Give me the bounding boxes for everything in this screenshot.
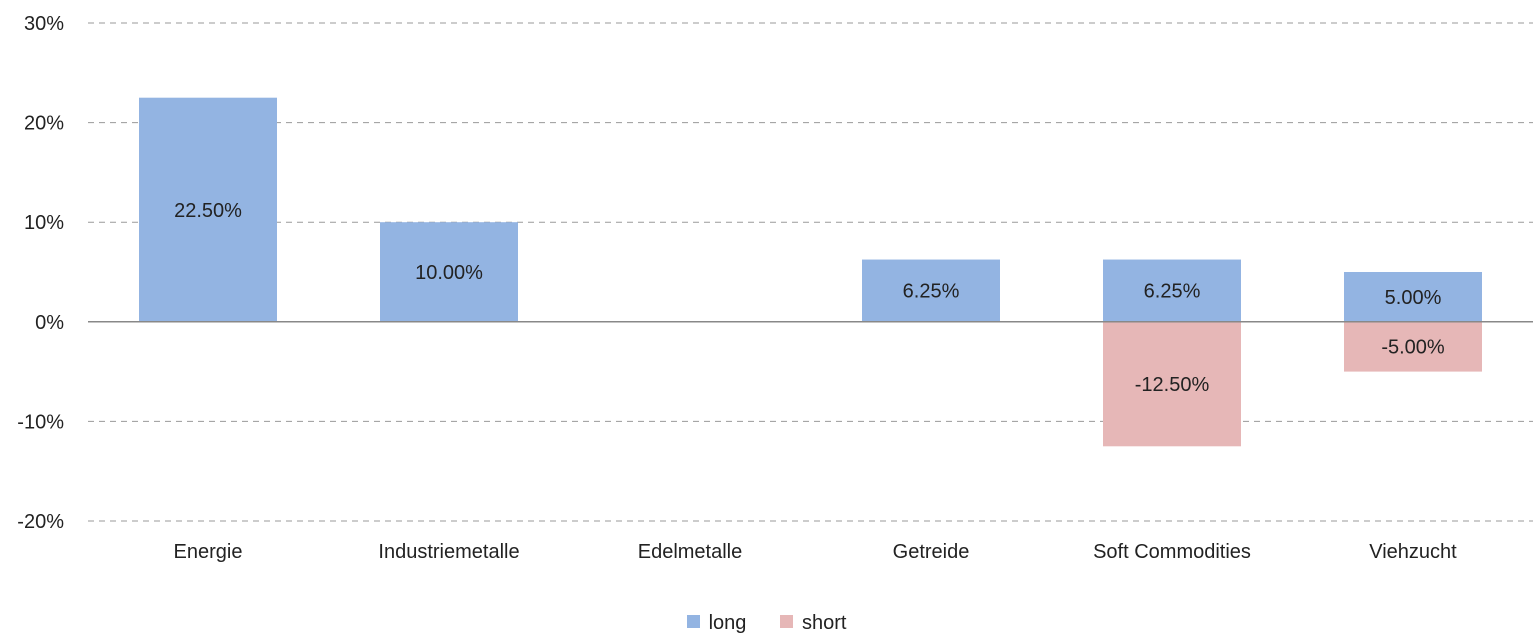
legend-item-short: short — [779, 612, 847, 634]
y-tick-label: 20% — [24, 113, 64, 135]
data-label: 5.00% — [1385, 287, 1442, 309]
data-label: 10.00% — [415, 262, 483, 284]
bar-long — [1103, 259, 1241, 322]
x-tick-label: Edelmetalle — [638, 541, 743, 563]
legend-label-short: short — [801, 612, 847, 634]
data-label: 22.50% — [174, 200, 242, 222]
axis-layer: 30% 20% 10% 0% -10% -20% Energie Industriemetal… — [17, 13, 1533, 563]
data-label: 6.25% — [1144, 281, 1201, 303]
data-label: -12.50% — [1135, 374, 1210, 396]
legend: long short — [0, 612, 1533, 634]
bar-long — [862, 259, 1000, 322]
bar-short — [1103, 321, 1241, 447]
data-label: 6.25% — [903, 281, 960, 303]
bar-long — [1344, 272, 1482, 322]
y-tick-label: -10% — [17, 411, 64, 433]
legend-label-long: long — [708, 612, 747, 634]
legend-swatch-long — [686, 615, 700, 628]
y-tick-label: 30% — [24, 13, 64, 35]
x-tick-label: Getreide — [893, 541, 970, 563]
legend-item-long: long — [686, 612, 747, 634]
bar-long — [380, 222, 518, 322]
x-tick-label: Industriemetalle — [378, 541, 519, 563]
x-tick-label: Energie — [174, 541, 243, 563]
labels-layer: 22.50% 10.00% 6.25% 6.25% -12.50% 5.00% -5.00% — [174, 200, 1445, 396]
bars-layer — [139, 97, 1482, 447]
y-tick-label: 10% — [24, 212, 64, 234]
bar-long — [139, 97, 277, 322]
data-label: -5.00% — [1381, 337, 1445, 359]
bar-short — [1344, 321, 1482, 372]
x-tick-label: Viehzucht — [1369, 541, 1457, 563]
y-tick-label: -20% — [17, 511, 64, 533]
x-tick-label: Soft Commodities — [1093, 541, 1251, 563]
legend-swatch-short — [779, 615, 793, 628]
y-tick-label: 0% — [35, 312, 64, 334]
bar-chart: 30% 20% 10% 0% -10% -20% Energie Industriemetal… — [17, 13, 1533, 563]
grid-layer — [88, 22, 1533, 522]
